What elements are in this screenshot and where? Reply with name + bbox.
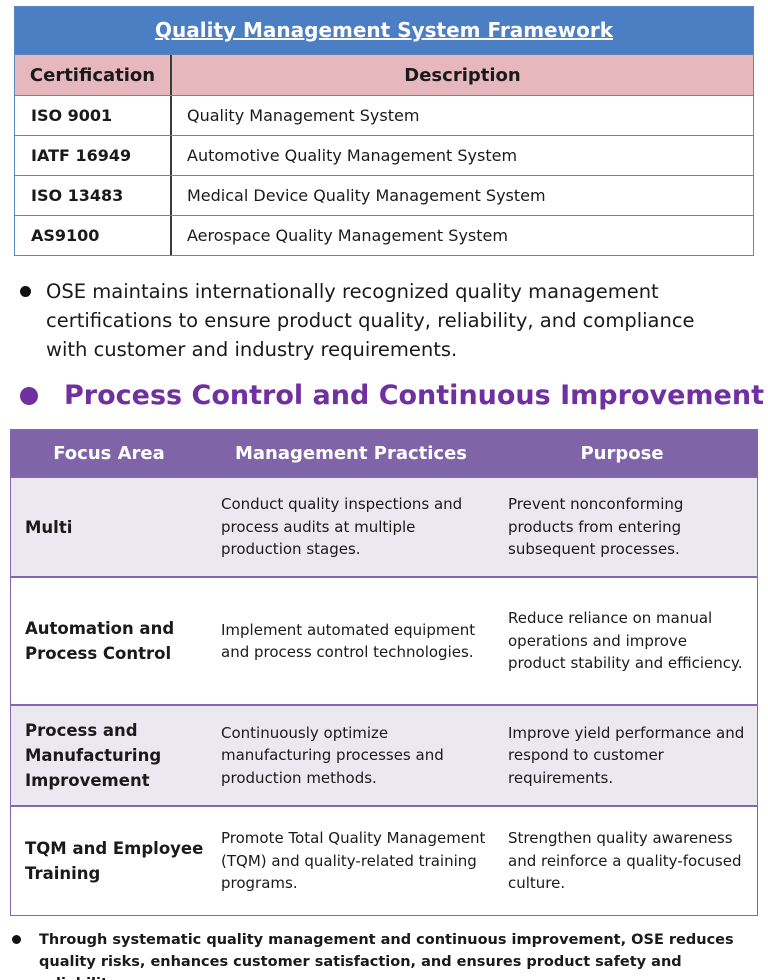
process-table: Focus Area Management Practices Purpose … bbox=[10, 429, 758, 916]
cell-focus-area: Process and Manufacturing Improvement bbox=[25, 721, 162, 790]
bullet-dot-icon bbox=[12, 935, 21, 944]
process-table-header: Focus Area Management Practices Purpose bbox=[11, 430, 757, 476]
section-title: Process Control and Continuous Improveme… bbox=[64, 380, 764, 411]
table-row: TQM and Employee Training Promote Total … bbox=[11, 805, 757, 915]
table-row: Multi Conduct quality inspections and pr… bbox=[11, 476, 757, 576]
cell-purpose: Improve yield performance and respond to… bbox=[508, 723, 745, 787]
table-row: ISO 13483 Medical Device Quality Managem… bbox=[15, 175, 753, 215]
cell-certification: IATF 16949 bbox=[15, 136, 172, 175]
header-focus-area: Focus Area bbox=[53, 442, 165, 464]
certification-table: Quality Management System Framework Cert… bbox=[14, 6, 754, 256]
bullet-dot-icon bbox=[20, 286, 31, 297]
cell-practices: Conduct quality inspections and process … bbox=[221, 495, 463, 559]
cell-description: Automotive Quality Management System bbox=[187, 146, 518, 165]
table-row: AS9100 Aerospace Quality Management Syst… bbox=[15, 215, 753, 255]
header-description: Description bbox=[404, 64, 521, 86]
cell-purpose: Strengthen quality awareness and reinfor… bbox=[508, 829, 742, 893]
cell-certification: AS9100 bbox=[15, 216, 172, 255]
summary-bullet: Through systematic quality management an… bbox=[12, 929, 752, 980]
certification-table-title: Quality Management System Framework bbox=[15, 7, 753, 54]
cell-focus-area: Automation and Process Control bbox=[25, 619, 175, 663]
certification-bullet: OSE maintains internationally recognized… bbox=[20, 277, 740, 364]
cell-purpose: Reduce reliance on manual operations and… bbox=[508, 609, 743, 673]
cell-practices: Promote Total Quality Management (TQM) a… bbox=[221, 829, 486, 893]
cell-certification: ISO 13483 bbox=[15, 176, 172, 215]
bullet-text: OSE maintains internationally recognized… bbox=[46, 280, 695, 361]
cell-description: Aerospace Quality Management System bbox=[187, 226, 508, 245]
cell-description: Quality Management System bbox=[187, 106, 420, 125]
table-row: IATF 16949 Automotive Quality Management… bbox=[15, 135, 753, 175]
cell-description: Medical Device Quality Management System bbox=[187, 186, 546, 205]
cell-focus-area: TQM and Employee Training bbox=[25, 839, 204, 883]
header-management-practices: Management Practices bbox=[234, 442, 467, 464]
table-row: Process and Manufacturing Improvement Co… bbox=[11, 704, 757, 805]
header-purpose: Purpose bbox=[580, 442, 664, 464]
section-heading: Process Control and Continuous Improveme… bbox=[20, 378, 764, 414]
cell-practices: Implement automated equipment and proces… bbox=[221, 620, 476, 662]
table-row: Automation and Process Control Implement… bbox=[11, 576, 757, 704]
cell-practices: Continuously optimize manufacturing proc… bbox=[221, 723, 444, 787]
summary-text: Through systematic quality management an… bbox=[39, 932, 734, 980]
cell-certification: ISO 9001 bbox=[15, 96, 172, 135]
cell-focus-area: Multi bbox=[25, 517, 73, 537]
section-bullet-icon bbox=[20, 387, 38, 405]
certification-table-header: Certification Description bbox=[15, 54, 753, 95]
cell-purpose: Prevent nonconforming products from ente… bbox=[508, 495, 684, 559]
header-certification: Certification bbox=[15, 55, 172, 95]
table-row: ISO 9001 Quality Management System bbox=[15, 95, 753, 135]
